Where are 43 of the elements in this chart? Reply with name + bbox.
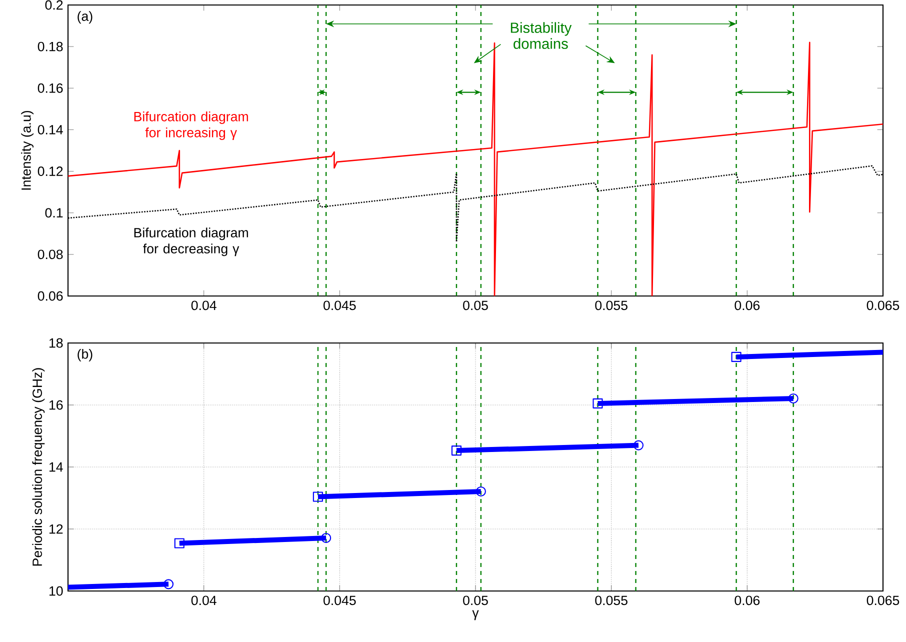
point	[633, 440, 644, 450]
point	[174, 538, 184, 548]
y-tick-label: 0.1	[45, 208, 63, 218]
x-tick-label: 0.04	[191, 300, 216, 310]
annotation: (a)	[78, 11, 92, 24]
x-tick-label: 0.045	[324, 300, 356, 310]
point	[163, 579, 174, 590]
x-tick-label: 0.05	[463, 596, 488, 606]
annotation: (b)	[78, 348, 92, 362]
y-tick-label: 18	[49, 338, 63, 348]
point	[592, 398, 603, 408]
point	[476, 486, 486, 497]
y-tick-label: 0.18	[38, 42, 63, 52]
y-tick-label: 10	[49, 586, 63, 596]
y-tick-label: 0.06	[38, 291, 63, 301]
y-tick-label: 0.14	[38, 124, 63, 134]
annotation: Bistability domains	[510, 22, 572, 49]
x-tick-label: 0.045	[324, 596, 356, 606]
x-tick-label: 0.06	[734, 596, 760, 606]
y-tick-label: 0.12	[38, 166, 63, 176]
y-axis-title: Intensity (a.u)	[21, 110, 34, 190]
point	[312, 492, 323, 502]
x-axis-title: γ	[472, 610, 479, 620]
point	[451, 446, 462, 456]
x-tick-label: 0.04	[191, 596, 216, 606]
point	[788, 393, 798, 404]
x-tick-label: 0.065	[866, 596, 900, 606]
x-tick-label: 0.05	[463, 300, 488, 310]
x-tick-label: 0.06	[734, 300, 760, 310]
y-tick-label: 0.2	[45, 0, 63, 10]
x-tick-label: 0.065	[866, 300, 900, 310]
y-axis-title: Periodic solution frequency (GHz)	[32, 368, 45, 566]
y-tick-label: 0.16	[38, 83, 63, 93]
series-label: Bifurcation diagram for increasing γ	[134, 112, 248, 140]
x-tick-label: 0.055	[595, 596, 628, 606]
y-tick-label: 14	[49, 462, 63, 472]
x-tick-label: 0.055	[595, 300, 628, 310]
series-label: Bifurcation diagram for decreasing γ	[134, 228, 248, 256]
y-tick-label: 12	[49, 524, 63, 534]
y-tick-label: 0.08	[38, 250, 63, 260]
point	[321, 532, 332, 544]
point	[731, 352, 742, 362]
y-tick-label: 16	[49, 400, 63, 410]
